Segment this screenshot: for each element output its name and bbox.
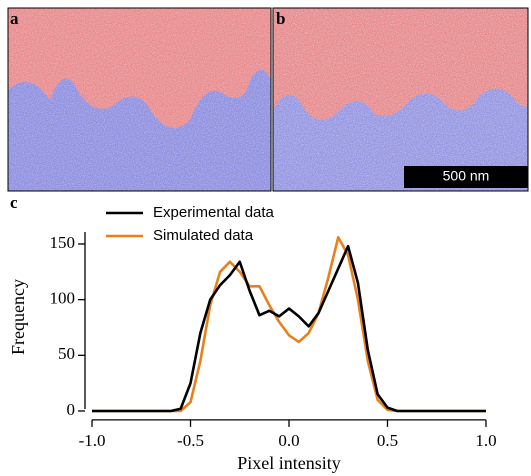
y-tick-label: 0 xyxy=(67,400,76,419)
panel-label: b xyxy=(276,9,285,28)
legend-label: Simulated data xyxy=(153,227,254,244)
x-tick-label: 1.0 xyxy=(475,431,496,450)
legend-label: Experimental data xyxy=(153,204,275,221)
x-axis-title: Pixel intensity xyxy=(237,453,341,473)
panel-label: a xyxy=(10,9,19,28)
panel-frame xyxy=(7,7,272,192)
x-tick-label: -1.0 xyxy=(79,431,106,450)
scale-bar xyxy=(404,166,528,188)
panel-a-image xyxy=(8,8,271,191)
y-tick-label: 100 xyxy=(50,289,76,308)
y-axis-title: Frequency xyxy=(8,279,28,355)
y-tick-label: 150 xyxy=(50,233,76,252)
x-tick-label: 0.0 xyxy=(278,431,299,450)
scale-bar-label: 500 nm xyxy=(443,168,490,184)
panel-label: c xyxy=(10,193,18,212)
x-tick-label: 0.5 xyxy=(377,431,398,450)
panel-frame xyxy=(272,7,529,192)
data-line xyxy=(92,244,486,413)
panel-b-image xyxy=(273,8,528,191)
plot: 0 50 100 150 -1.0 -0.5 0.0 0.5 1.0 Experimental d… xyxy=(50,204,497,450)
y-tick-label: 50 xyxy=(58,344,75,363)
x-tick-label: -0.5 xyxy=(177,431,204,450)
